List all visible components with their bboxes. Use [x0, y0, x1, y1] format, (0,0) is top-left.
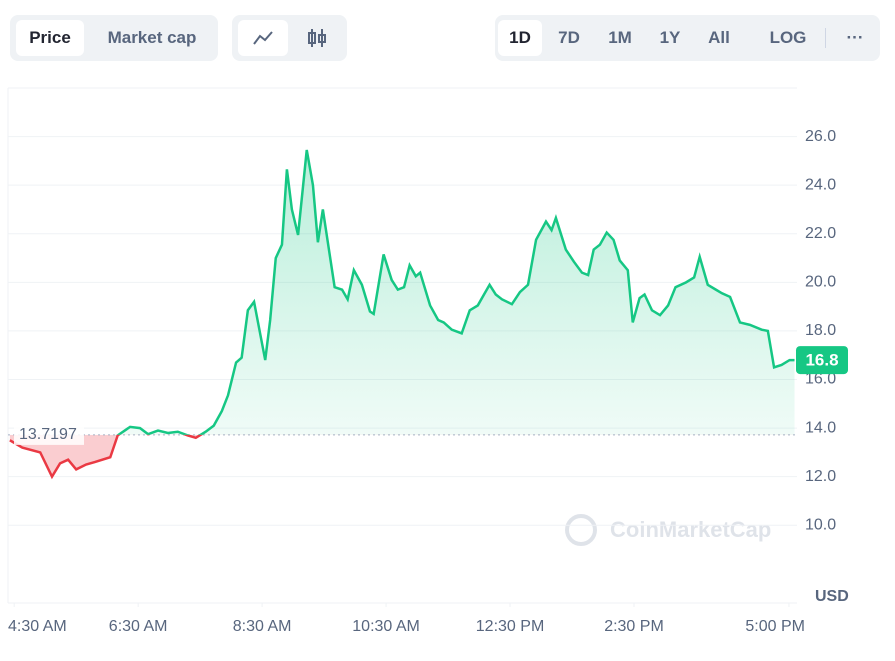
- x-tick-label: 12:30 PM: [476, 618, 544, 635]
- line-icon: [253, 31, 273, 45]
- log-button[interactable]: LOG: [769, 28, 807, 47]
- y-tick-label: 18.0: [805, 322, 836, 339]
- toolbar: Price Market cap 1D 7D 1M 1Y All LOG ···: [0, 0, 895, 70]
- baseline-label-bg: [14, 422, 84, 445]
- watermark-text: CoinMarketCap: [610, 517, 771, 542]
- x-tick-label: 5:00 PM: [745, 618, 805, 635]
- last-price-badge: [796, 346, 848, 375]
- range-button[interactable]: All: [708, 28, 730, 47]
- metric-group: Price Market cap: [10, 15, 218, 61]
- price-line-down: [9, 434, 203, 480]
- y-tick-label: 10.0: [805, 516, 836, 533]
- candle-icon: [308, 29, 326, 47]
- watermark: CoinMarketCap: [565, 514, 771, 546]
- divider: [825, 28, 826, 48]
- x-tick-label: 8:30 AM: [233, 618, 292, 635]
- range-button[interactable]: 1Y: [659, 28, 681, 47]
- baseline-label: 13.7197: [19, 426, 77, 443]
- y-tick-label: 14.0: [805, 419, 836, 436]
- range-group: 1D 7D 1M 1Y All LOG ···: [495, 15, 880, 61]
- price-line: [116, 149, 795, 435]
- area-down: [9, 434, 795, 477]
- y-tick-label: 16.0: [805, 371, 836, 388]
- chart-type-group: [232, 15, 347, 61]
- x-tick-label: 4:30 AM: [8, 618, 67, 635]
- y-tick-label: 22.0: [805, 225, 836, 242]
- y-tick-label: 20.0: [805, 274, 836, 291]
- range-button[interactable]: 1M: [608, 28, 632, 47]
- line-button[interactable]: [238, 20, 288, 56]
- area-up: [118, 149, 795, 435]
- candle-button[interactable]: [294, 20, 340, 56]
- price-button[interactable]: Price: [16, 20, 84, 56]
- y-unit: USD: [815, 588, 849, 605]
- market-cap-button[interactable]: Market cap: [107, 28, 197, 47]
- x-tick-label: 10:30 AM: [352, 618, 420, 635]
- y-tick-label: 24.0: [805, 176, 836, 193]
- x-tick-label: 2:30 PM: [604, 618, 664, 635]
- x-tick-label: 6:30 AM: [109, 618, 168, 635]
- y-tick-label: 26.0: [805, 128, 836, 145]
- last-price-label: 16.8: [805, 351, 838, 370]
- more-button[interactable]: ···: [846, 28, 864, 47]
- y-tick-label: 12.0: [805, 468, 836, 485]
- range-button[interactable]: 7D: [558, 28, 580, 47]
- range-button[interactable]: 1D: [498, 20, 542, 56]
